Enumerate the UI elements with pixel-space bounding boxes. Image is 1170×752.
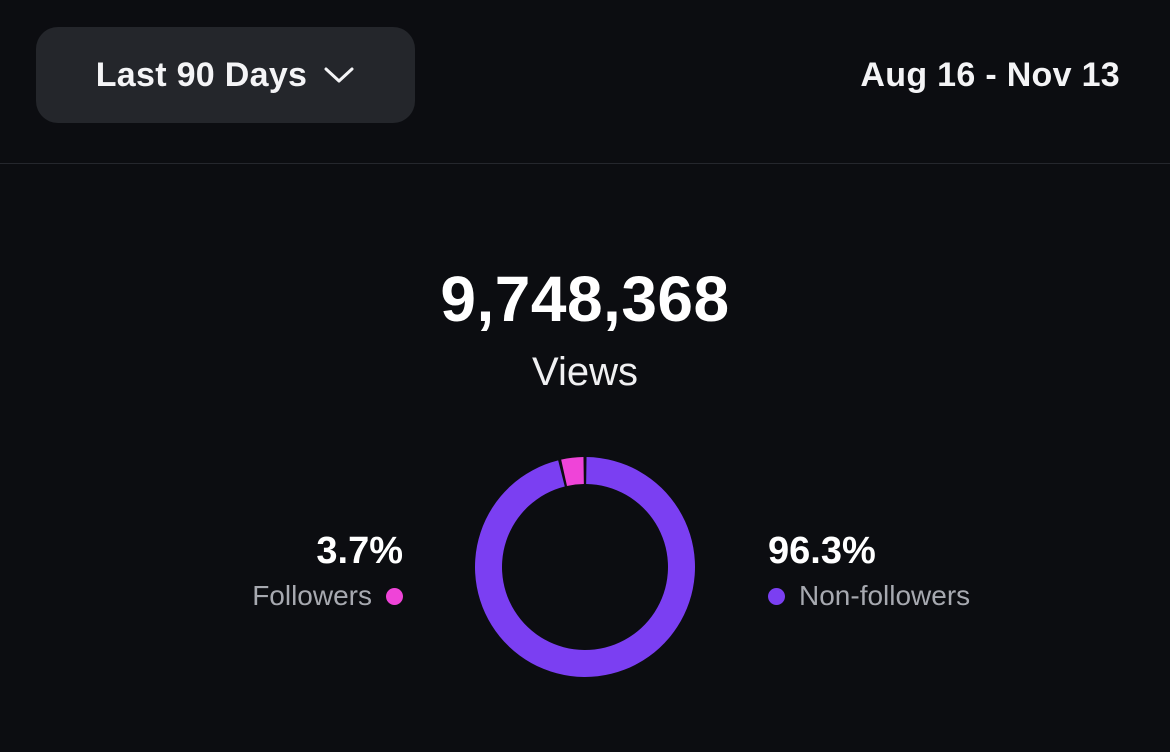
date-range-dropdown-label: Last 90 Days xyxy=(95,55,308,94)
followers-label: Followers xyxy=(252,580,372,611)
donut-slice-followers xyxy=(561,457,584,486)
non-followers-stat: 96.3% Non-followers xyxy=(768,528,970,616)
non-followers-percentage: 96.3% xyxy=(768,530,876,572)
followers-legend-dot xyxy=(386,587,403,605)
total-views-label: Views xyxy=(532,350,638,394)
date-range-dropdown[interactable]: Last 90 Days xyxy=(36,27,415,123)
date-range-text: Aug 16 - Nov 13 xyxy=(860,56,1120,94)
non-followers-label: Non-followers xyxy=(799,580,971,611)
donut-slice-non-followers xyxy=(475,457,695,677)
followers-percentage: 3.7% xyxy=(316,530,403,572)
header: Last 90 Days Aug 16 - Nov 13 xyxy=(0,0,1170,164)
non-followers-legend-dot xyxy=(768,587,785,605)
total-views-count: 9,748,368 xyxy=(440,263,730,335)
chevron-down-icon xyxy=(324,67,354,83)
followers-stat: 3.7% Followers xyxy=(252,528,403,616)
views-donut-chart xyxy=(475,457,695,677)
